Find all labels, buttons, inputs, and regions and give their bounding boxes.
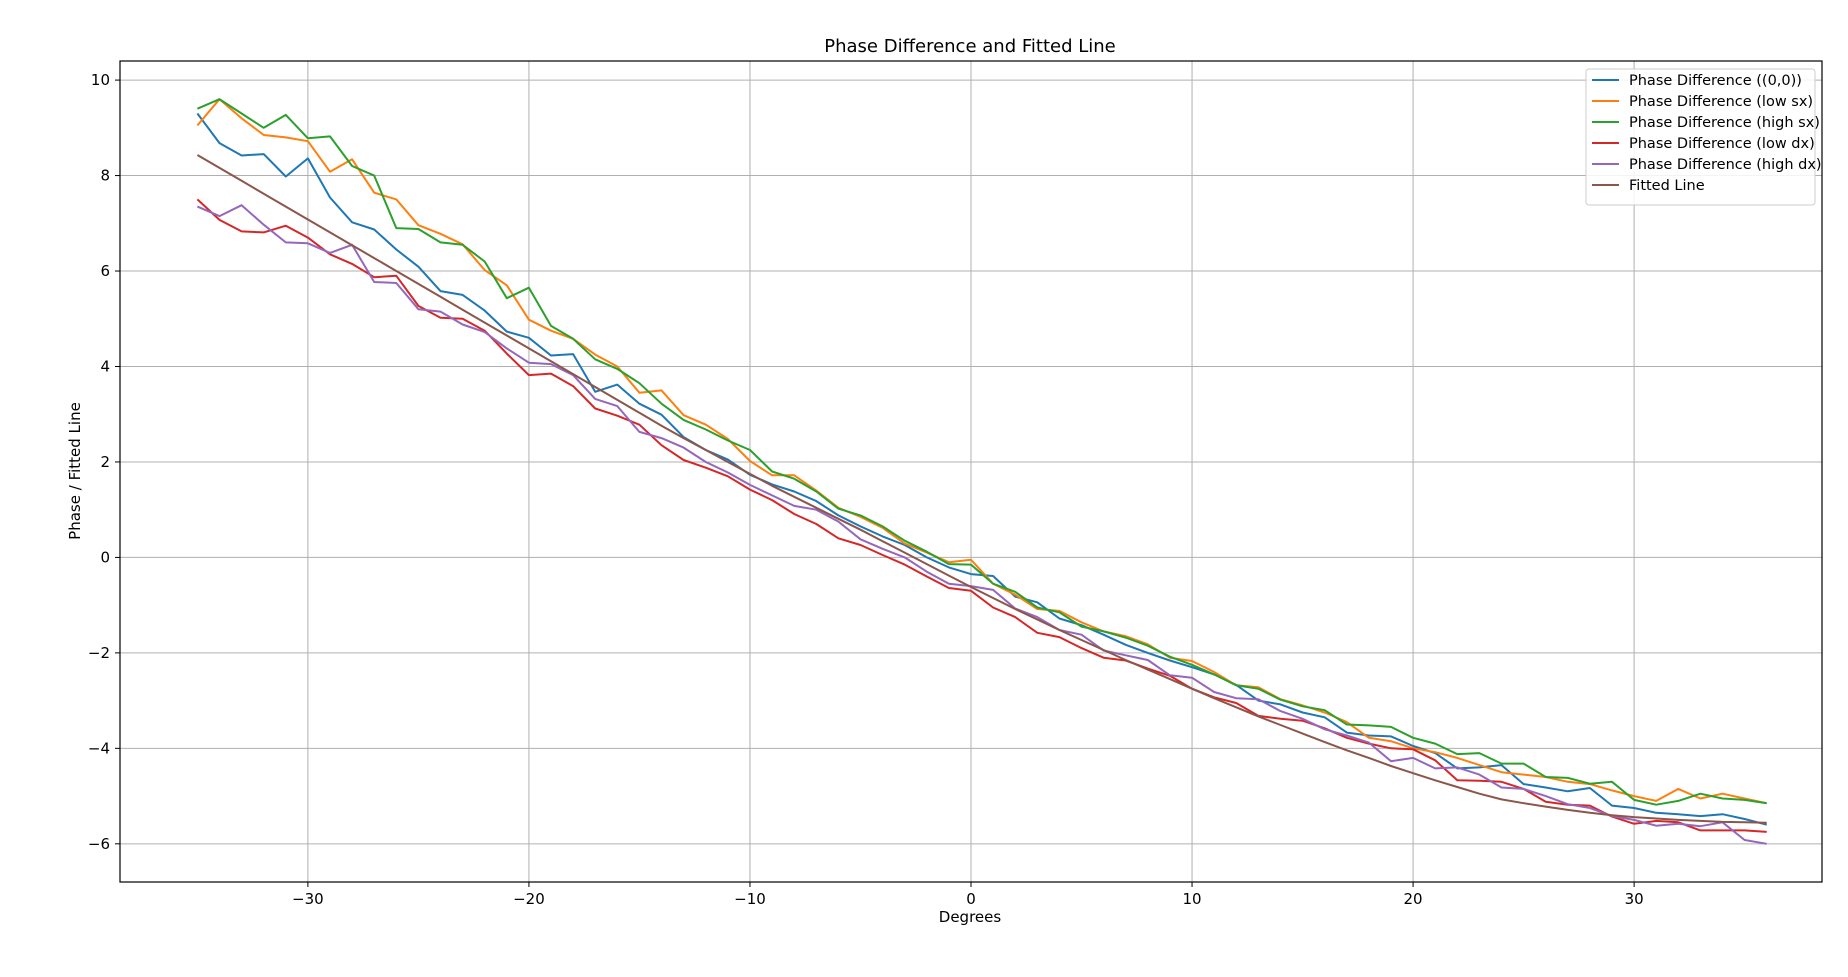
legend-label: Phase Difference (high sx) [1629,115,1820,131]
y-tick-label: 4 [100,357,110,375]
x-tick-label: 10 [1182,890,1201,908]
y-tick-label: −4 [88,739,110,757]
y-tick-label: 8 [100,167,110,185]
grid [120,61,1822,882]
legend-label: Phase Difference (low sx) [1629,94,1813,110]
x-tick-label: 30 [1625,890,1644,908]
chart-title: Phase Difference and Fitted Line [824,36,1115,57]
legend-label: Phase Difference (high dx) [1629,157,1822,173]
y-axis-label: Phase / Fitted Line [66,402,84,540]
x-tick-label: 20 [1404,890,1423,908]
y-axis-ticks: −6 −4 −2 0 2 4 6 8 10 [88,71,120,853]
series-line-0 [196,112,1767,826]
x-tick-label: −30 [292,890,324,908]
legend: Phase Difference ((0,0)) Phase Difference… [1585,68,1822,206]
series-line-3 [196,198,1767,833]
y-tick-label: 10 [91,71,110,89]
y-tick-label: −2 [88,644,110,662]
series-line-1 [196,98,1767,805]
y-tick-label: −6 [88,835,110,853]
legend-box [1585,68,1816,206]
y-tick-label: 2 [100,453,110,471]
x-axis-label: Degrees [939,908,1002,926]
series-line-5 [196,154,1767,824]
x-axis-ticks: −30 −20 −10 0 10 20 30 [292,882,1644,908]
x-tick-label: −10 [734,890,766,908]
series-line-2 [197,98,1767,806]
legend-label: Fitted Line [1629,178,1705,194]
series-line-4 [197,204,1767,845]
series-lines [196,98,1767,845]
x-tick-label: 0 [966,890,976,908]
y-tick-label: 0 [100,548,110,566]
legend-label: Phase Difference ((0,0)) [1629,73,1802,89]
x-tick-label: −20 [513,890,545,908]
y-tick-label: 6 [100,262,110,280]
legend-label: Phase Difference (low dx) [1629,136,1815,152]
